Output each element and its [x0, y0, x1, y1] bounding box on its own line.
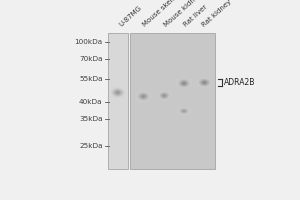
Ellipse shape	[200, 79, 209, 86]
Ellipse shape	[111, 87, 125, 98]
Ellipse shape	[140, 94, 146, 99]
Ellipse shape	[161, 93, 167, 98]
Ellipse shape	[158, 91, 170, 100]
Ellipse shape	[198, 78, 211, 87]
Ellipse shape	[113, 89, 122, 96]
Ellipse shape	[157, 90, 172, 101]
Ellipse shape	[178, 79, 190, 87]
Text: 55kDa: 55kDa	[79, 76, 103, 82]
Ellipse shape	[141, 95, 146, 98]
Ellipse shape	[115, 91, 120, 94]
Ellipse shape	[137, 92, 150, 101]
Ellipse shape	[161, 93, 168, 98]
Ellipse shape	[160, 92, 169, 99]
Ellipse shape	[112, 88, 124, 97]
Ellipse shape	[111, 88, 124, 97]
Ellipse shape	[201, 80, 208, 85]
Ellipse shape	[176, 78, 192, 89]
Ellipse shape	[183, 110, 185, 112]
Ellipse shape	[183, 82, 185, 84]
Ellipse shape	[114, 90, 122, 95]
Ellipse shape	[180, 109, 188, 113]
Ellipse shape	[179, 80, 189, 87]
Ellipse shape	[159, 92, 169, 99]
Ellipse shape	[182, 110, 186, 112]
Ellipse shape	[136, 91, 151, 102]
Text: Mouse skeletal muscle: Mouse skeletal muscle	[142, 0, 204, 28]
Text: U-87MG: U-87MG	[118, 5, 143, 28]
Text: Rat kidney: Rat kidney	[201, 0, 232, 28]
Ellipse shape	[197, 78, 212, 87]
Bar	[108, 33, 128, 169]
Ellipse shape	[137, 92, 149, 101]
Ellipse shape	[140, 94, 147, 99]
Ellipse shape	[176, 77, 192, 89]
Text: 70kDa: 70kDa	[79, 56, 103, 62]
Ellipse shape	[178, 79, 190, 88]
Ellipse shape	[177, 78, 191, 88]
Ellipse shape	[177, 107, 191, 115]
Ellipse shape	[182, 110, 186, 112]
Ellipse shape	[201, 80, 208, 85]
Ellipse shape	[158, 91, 171, 100]
Ellipse shape	[180, 81, 188, 86]
Ellipse shape	[163, 94, 166, 97]
Text: 25kDa: 25kDa	[79, 143, 103, 149]
Bar	[130, 33, 215, 169]
Ellipse shape	[181, 81, 187, 86]
Ellipse shape	[181, 109, 187, 113]
Ellipse shape	[138, 93, 148, 100]
Ellipse shape	[110, 87, 126, 99]
Ellipse shape	[178, 108, 190, 114]
Ellipse shape	[182, 81, 187, 85]
Ellipse shape	[182, 82, 186, 85]
Ellipse shape	[157, 91, 171, 101]
Ellipse shape	[139, 93, 148, 100]
Ellipse shape	[197, 77, 212, 88]
Ellipse shape	[141, 95, 145, 98]
Ellipse shape	[115, 90, 121, 95]
Ellipse shape	[136, 91, 150, 101]
Ellipse shape	[110, 87, 125, 98]
Text: 100kDa: 100kDa	[74, 39, 103, 45]
Ellipse shape	[142, 95, 145, 97]
Ellipse shape	[179, 80, 188, 87]
Ellipse shape	[177, 107, 191, 116]
Ellipse shape	[199, 79, 210, 86]
Ellipse shape	[196, 77, 213, 88]
Text: ADRA2B: ADRA2B	[224, 78, 255, 87]
Ellipse shape	[202, 81, 206, 84]
Ellipse shape	[179, 108, 188, 114]
Ellipse shape	[162, 94, 166, 97]
Ellipse shape	[163, 95, 165, 96]
Ellipse shape	[116, 91, 120, 94]
Ellipse shape	[199, 79, 210, 87]
Ellipse shape	[202, 81, 207, 84]
Ellipse shape	[160, 93, 168, 99]
Ellipse shape	[135, 90, 152, 102]
Text: 40kDa: 40kDa	[79, 99, 103, 105]
Ellipse shape	[181, 109, 187, 113]
Ellipse shape	[179, 108, 189, 114]
Text: Mouse kidney: Mouse kidney	[163, 0, 203, 28]
Ellipse shape	[203, 82, 206, 83]
Text: Rat liver: Rat liver	[182, 4, 208, 28]
Ellipse shape	[112, 89, 123, 96]
Ellipse shape	[116, 92, 119, 93]
Ellipse shape	[178, 107, 190, 115]
Text: 35kDa: 35kDa	[79, 116, 103, 122]
